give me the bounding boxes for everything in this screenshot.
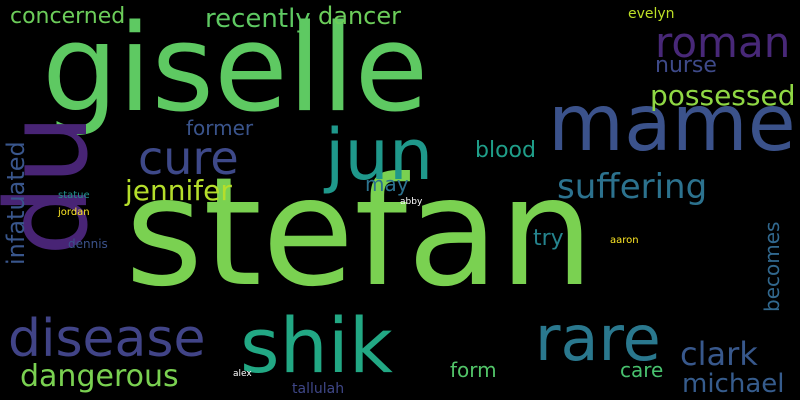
word-roman: roman [655, 18, 791, 67]
word-becomes: becomes [760, 221, 784, 312]
word-jennifer: jennifer [125, 174, 232, 207]
word-stefan: stefan [125, 146, 595, 320]
word-aaron: aaron [610, 235, 639, 246]
word-care: care [620, 358, 664, 382]
word-cure: cure [138, 131, 239, 185]
word-possessed: possessed [650, 79, 796, 112]
word-nurse: nurse [655, 53, 717, 78]
word-may: may [365, 172, 409, 196]
word-suffering: suffering [557, 167, 708, 207]
word-giselle: giselle [42, 0, 429, 139]
word-clark: clark [680, 335, 758, 373]
word-recently: recently [205, 4, 311, 34]
word-mame: mame [548, 79, 796, 169]
word-jordan: jordan [58, 207, 90, 218]
word-try: try [533, 226, 564, 251]
word-jun: jun [325, 114, 434, 196]
word-blood: blood [475, 138, 536, 163]
word-rare: rare [535, 302, 661, 375]
word-dennis: dennis [68, 237, 108, 251]
word-abby: abby [400, 197, 423, 207]
word-alex: alex [233, 369, 252, 379]
word-evelyn: evelyn [628, 6, 675, 22]
word-disease: disease [8, 309, 206, 369]
word-shik: shik [240, 301, 393, 390]
word-concerned: concerned [10, 4, 126, 29]
word-statue: statue [58, 190, 90, 201]
word-dangerous: dangerous [20, 359, 179, 394]
word-dancer: dancer [318, 2, 401, 30]
word-form: form [450, 358, 497, 382]
word-michael: michael [682, 369, 785, 399]
word-infatuated: infatuated [2, 141, 30, 265]
word-former: former [186, 116, 254, 140]
word-tallulah: tallulah [292, 381, 345, 397]
